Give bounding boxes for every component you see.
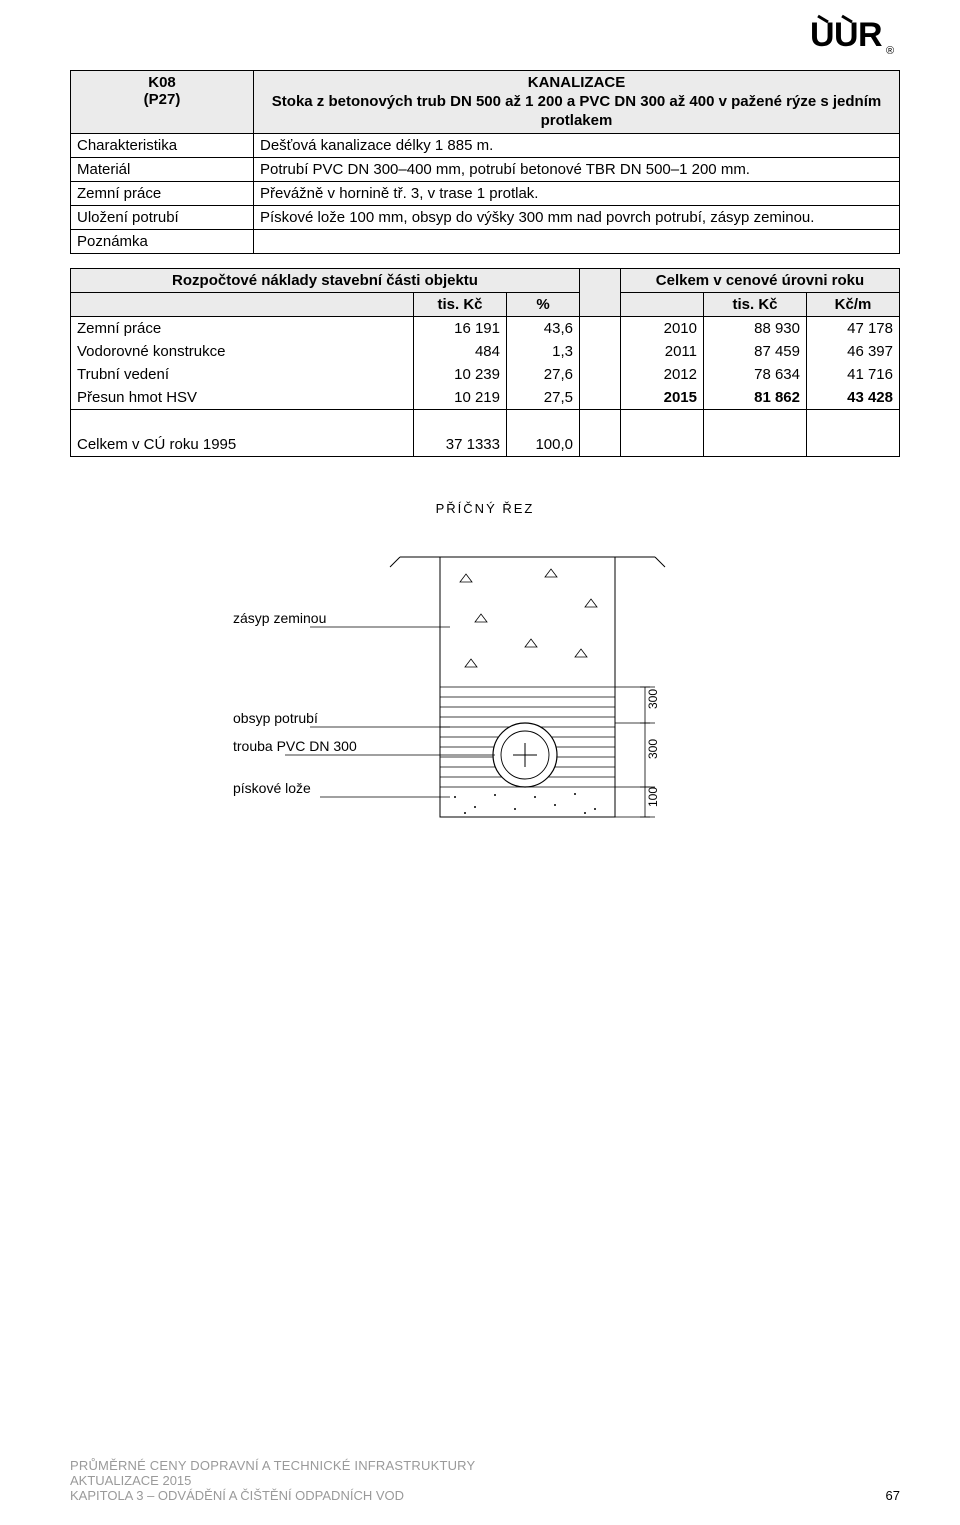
table-row: Zemní práce Převážně v hornině tř. 3, v … (71, 182, 900, 206)
spec-value: Dešťová kanalizace délky 1 885 m. (254, 134, 900, 158)
cost-col-year (621, 293, 704, 317)
spec-table: K08 (P27) KANALIZACE Stoka z betonových … (70, 70, 900, 254)
page-footer: PRŮMĚRNÉ CENY DOPRAVNÍ A TECHNICKÉ INFRA… (70, 1458, 900, 1503)
spec-value: Potrubí PVC DN 300–400 mm, potrubí beton… (254, 158, 900, 182)
svg-text:U: U (810, 16, 835, 54)
table-row: Materiál Potrubí PVC DN 300–400 mm, potr… (71, 158, 900, 182)
spec-subcode: (P27) (77, 91, 247, 108)
footer-line3: KAPITOLA 3 – ODVÁDĚNÍ A ČIŠTĚNÍ ODPADNÍC… (70, 1488, 404, 1503)
cost-col-tiskc: tis. Kč (414, 293, 507, 317)
table-row: Charakteristika Dešťová kanalizace délky… (71, 134, 900, 158)
logo: U U R ® (810, 14, 900, 66)
cost-col-kcm: Kč/m (807, 293, 900, 317)
spec-value: Převážně v hornině tř. 3, v trase 1 prot… (254, 182, 900, 206)
spec-label: Uložení potrubí (71, 206, 254, 230)
spec-title-cell: KANALIZACE Stoka z betonových trub DN 50… (254, 71, 900, 134)
footer-line2: AKTUALIZACE 2015 (70, 1473, 900, 1488)
cost-right-header: Celkem v cenové úrovni roku (621, 269, 900, 293)
svg-text:U: U (834, 16, 859, 54)
table-row: Zemní práce16 19143,6201088 93047 178 (71, 317, 900, 341)
cost-col-empty (71, 293, 414, 317)
spec-label: Zemní práce (71, 182, 254, 206)
cost-table: Rozpočtové náklady stavební části objekt… (70, 268, 900, 457)
diagram-label-zasyp: zásyp zeminou (233, 610, 326, 626)
table-row: Trubní vedení10 23927,6201278 63441 716 (71, 363, 900, 386)
table-row (71, 410, 900, 434)
svg-text:R: R (858, 16, 883, 54)
cost-left-header: Rozpočtové náklady stavební části objekt… (71, 269, 580, 293)
cost-col-pct: % (507, 293, 580, 317)
spec-code-cell: K08 (P27) (71, 71, 254, 134)
diagram-dim-300a: 300 (646, 689, 660, 709)
table-row: Poznámka (71, 230, 900, 254)
cross-section-diagram: PŘÍČNÝ ŘEZ (70, 497, 900, 851)
spec-title-line2: Stoka z betonových trub DN 500 až 1 200 … (260, 93, 893, 131)
diagram-label-piskove: pískové lože (233, 780, 311, 796)
cost-col-tiskc2: tis. Kč (704, 293, 807, 317)
spec-label: Charakteristika (71, 134, 254, 158)
table-row: Přesun hmot HSV10 21927,5201581 86243 42… (71, 386, 900, 410)
diagram-dim-300b: 300 (646, 739, 660, 759)
spec-label: Materiál (71, 158, 254, 182)
diagram-label-obsyp: obsyp potrubí (233, 710, 318, 726)
table-row: Vodorovné konstrukce4841,3201187 45946 3… (71, 340, 900, 363)
footer-line1: PRŮMĚRNÉ CENY DOPRAVNÍ A TECHNICKÉ INFRA… (70, 1458, 900, 1473)
table-row: Celkem v CÚ roku 199537 1333100,0 (71, 433, 900, 457)
cost-gap-header (580, 269, 621, 317)
spec-value (254, 230, 900, 254)
spec-code: K08 (77, 74, 247, 91)
spec-title-line1: KANALIZACE (260, 74, 893, 93)
table-row: Uložení potrubí Pískové lože 100 mm, obs… (71, 206, 900, 230)
diagram-title: PŘÍČNÝ ŘEZ (436, 501, 535, 516)
spec-value: Pískové lože 100 mm, obsyp do výšky 300 … (254, 206, 900, 230)
footer-page-number: 67 (886, 1488, 900, 1503)
diagram-dim-100: 100 (646, 787, 660, 807)
diagram-label-trouba: trouba PVC DN 300 (233, 738, 357, 754)
svg-text:®: ® (886, 45, 894, 57)
spec-label: Poznámka (71, 230, 254, 254)
